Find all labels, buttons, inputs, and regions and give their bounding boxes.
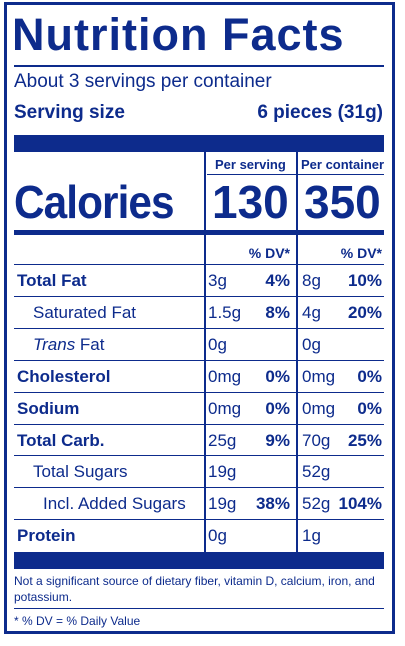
serving-amount: 3g bbox=[208, 271, 227, 290]
row-rule bbox=[14, 424, 384, 425]
footnote: Not a significant source of dietary fibe… bbox=[14, 574, 375, 604]
nutrient-name-text: Total Fat bbox=[17, 271, 87, 290]
container-dv: 25% bbox=[347, 431, 382, 450]
nutrient-name-text: Fat bbox=[75, 335, 105, 354]
servings-per-container: About 3 servings per container bbox=[14, 71, 272, 92]
row-rule bbox=[14, 264, 384, 265]
column-head-rule bbox=[207, 174, 384, 175]
nutrient-name-text: Total Sugars bbox=[33, 462, 128, 481]
column-divider-2 bbox=[296, 152, 298, 552]
calories-bar bbox=[14, 230, 384, 235]
nutrient-name: Protein bbox=[17, 524, 76, 548]
container-dv: 0% bbox=[357, 367, 382, 386]
container-amount: 0mg bbox=[302, 399, 336, 418]
container-amount: 52g bbox=[302, 494, 331, 513]
row-rule bbox=[14, 296, 384, 297]
row-rule bbox=[14, 328, 384, 329]
thick-bar-bottom bbox=[14, 552, 384, 569]
serving-size-label: Serving size bbox=[14, 102, 125, 123]
serving-amount: 19g bbox=[208, 494, 237, 513]
nutrient-name: Incl. Added Sugars bbox=[43, 492, 186, 516]
serving-amount: 1.5g bbox=[208, 303, 242, 322]
nutrition-label bbox=[4, 2, 395, 634]
serving-size-value: 6 pieces (31g) bbox=[257, 102, 383, 123]
container-amount: 52g bbox=[302, 462, 331, 481]
nutrient-name-text: Sodium bbox=[17, 399, 80, 418]
serving-amount: 0mg bbox=[208, 399, 242, 418]
row-rule bbox=[14, 519, 384, 520]
nutrient-name-text: Cholesterol bbox=[17, 367, 111, 386]
dv-header-container: % DV* bbox=[340, 245, 382, 261]
dv-header-serving: % DV* bbox=[248, 245, 290, 261]
serving-dv: 0% bbox=[265, 367, 290, 386]
nutrient-name-italic: Trans bbox=[33, 335, 76, 354]
nutrient-name: Total Carb. bbox=[17, 429, 105, 453]
column-divider-1 bbox=[204, 152, 206, 552]
container-dv: 10% bbox=[347, 271, 382, 290]
row-rule bbox=[14, 392, 384, 393]
serving-amount: 0g bbox=[208, 526, 227, 545]
per-serving-header: Per serving bbox=[215, 157, 286, 172]
nutrient-name: Sodium bbox=[17, 397, 79, 421]
container-amount: 0mg bbox=[302, 367, 336, 386]
serving-dv: 9% bbox=[265, 431, 290, 450]
thick-bar-top bbox=[14, 135, 384, 152]
nutrient-name: Trans Fat bbox=[33, 333, 105, 357]
serving-amount: 0g bbox=[208, 335, 227, 354]
calories-per-serving: 130 bbox=[212, 176, 289, 228]
nutrient-name-text: Total Carb. bbox=[17, 431, 105, 450]
container-dv: 0% bbox=[357, 399, 382, 418]
nutrient-name: Total Fat bbox=[17, 269, 87, 293]
nutrient-name-text: Saturated Fat bbox=[33, 303, 137, 322]
container-amount: 4g bbox=[302, 303, 321, 322]
calories-per-container: 350 bbox=[304, 176, 381, 228]
row-rule bbox=[14, 360, 384, 361]
serving-amount: 25g bbox=[208, 431, 237, 450]
nutrient-name: Total Sugars bbox=[33, 460, 128, 484]
container-dv: 20% bbox=[347, 303, 382, 322]
container-amount: 70g bbox=[302, 431, 331, 450]
serving-dv: 0% bbox=[265, 399, 290, 418]
container-amount: 0g bbox=[302, 335, 321, 354]
serving-dv: 38% bbox=[255, 494, 290, 513]
container-dv: 104% bbox=[338, 494, 382, 513]
row-rule bbox=[14, 455, 384, 456]
nutrient-name: Saturated Fat bbox=[33, 301, 136, 325]
nutrient-name-text: Incl. Added Sugars bbox=[43, 494, 186, 513]
dv-note: * % DV = % Daily Value bbox=[14, 614, 141, 628]
nutrient-name-text: Protein bbox=[17, 526, 76, 545]
row-rule bbox=[14, 487, 384, 488]
title-rule bbox=[14, 65, 384, 67]
per-container-header: Per container bbox=[301, 157, 385, 172]
serving-amount: 0mg bbox=[208, 367, 242, 386]
label-title: Nutrition Facts bbox=[12, 9, 345, 60]
serving-dv: 4% bbox=[265, 271, 290, 290]
nutrient-name: Cholesterol bbox=[17, 365, 111, 389]
container-amount: 1g bbox=[302, 526, 321, 545]
footnote-rule bbox=[14, 608, 384, 609]
serving-dv: 8% bbox=[265, 303, 290, 322]
calories-label: Calories bbox=[14, 176, 175, 228]
container-amount: 8g bbox=[302, 271, 321, 290]
serving-amount: 19g bbox=[208, 462, 237, 481]
